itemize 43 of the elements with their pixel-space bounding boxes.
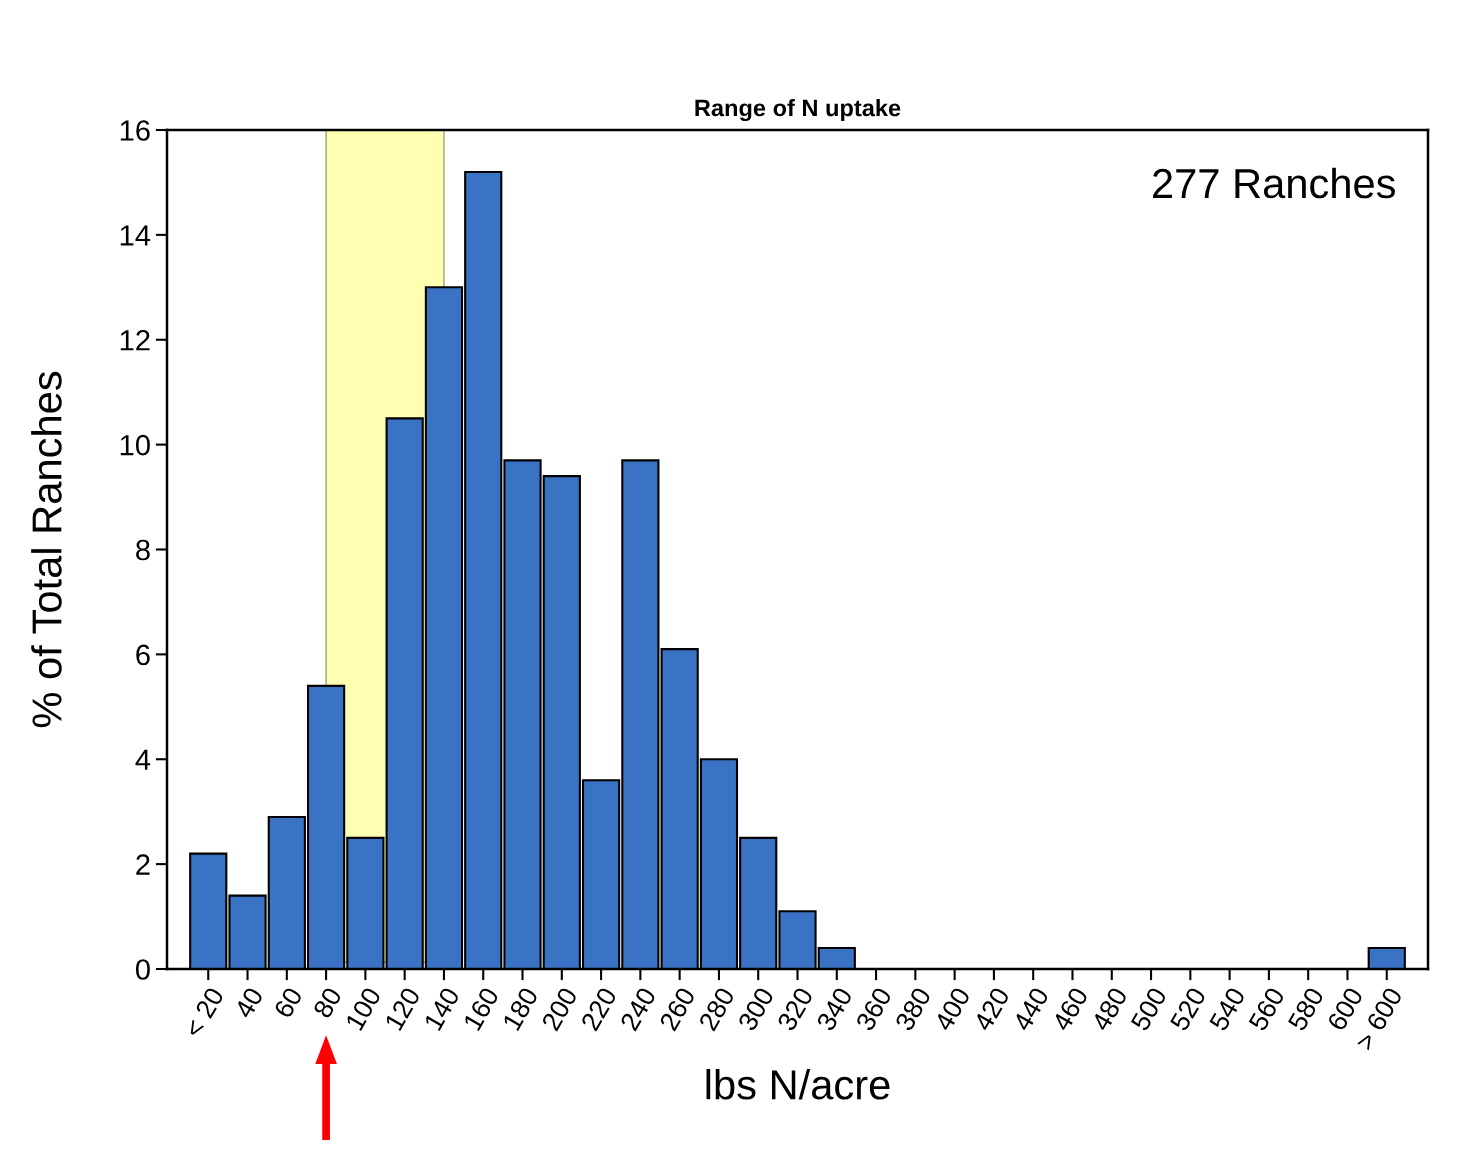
y-tick-label: 4: [135, 749, 151, 770]
x-tick-label: 320: [776, 986, 814, 1032]
x-tick-label: 60: [273, 986, 304, 1019]
y-tick-label: 14: [120, 225, 151, 246]
x-tick-label: 400: [933, 986, 971, 1033]
x-tick-label: 280: [698, 986, 736, 1032]
x-tick-label: 520: [1169, 986, 1207, 1032]
x-tick-label: 80: [312, 986, 343, 1020]
x-tick-label: 180: [502, 986, 539, 1032]
y-tick-label: 16: [120, 120, 150, 141]
y-axis-title: % of Total Ranches: [31, 371, 62, 728]
x-tick-label: 440: [1012, 986, 1050, 1033]
x-tick-label: 600: [1326, 986, 1364, 1032]
y-tick-label: 6: [136, 644, 150, 666]
y-tick-label: 10: [120, 434, 150, 456]
annotation: 277 Ranches: [1153, 167, 1395, 199]
x-axis-title: lbs N/acre: [706, 1068, 890, 1100]
x-tick-label: < 20: [183, 986, 225, 1039]
x-tick-label: 560: [1248, 986, 1286, 1032]
y-tick-label: 2: [136, 854, 150, 875]
x-tick-label: 540: [1208, 986, 1246, 1032]
x-tick-label: 480: [1090, 986, 1129, 1033]
x-tick-label: 120: [384, 986, 421, 1032]
x-tick-label: 160: [462, 986, 500, 1032]
x-tick-label: 40: [233, 986, 264, 1020]
x-tick-label: 240: [619, 986, 657, 1032]
x-tick-label: 300: [737, 986, 775, 1032]
x-tick-label: 580: [1287, 986, 1325, 1032]
x-tick-label: 220: [580, 986, 618, 1032]
x-tick-label: 460: [1051, 986, 1089, 1033]
x-tick-label: 100: [344, 986, 382, 1032]
y-tick-label: 8: [136, 539, 150, 561]
x-tick-label: 200: [541, 986, 579, 1032]
y-tick-label: 12: [120, 329, 150, 351]
x-tick-label: 340: [815, 986, 854, 1032]
x-tick-label: 500: [1130, 986, 1168, 1032]
x-tick-label: 260: [658, 986, 696, 1032]
chart-title: Range of N uptake: [695, 99, 901, 122]
x-tick-label: 360: [855, 986, 893, 1032]
x-tick-label: 420: [972, 986, 1011, 1033]
x-tick-label: 140: [423, 986, 461, 1032]
y-tick-label: 0: [135, 959, 150, 980]
x-tick-label: 380: [894, 986, 932, 1032]
